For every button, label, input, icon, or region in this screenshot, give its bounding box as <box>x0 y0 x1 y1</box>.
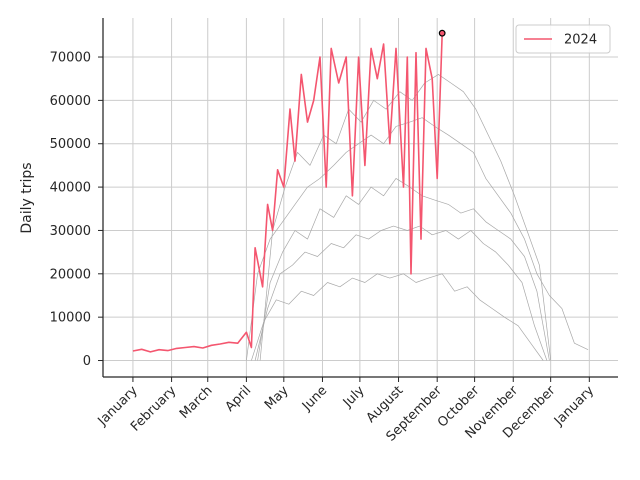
background-series-line <box>251 273 544 361</box>
y-tick-label: 60000 <box>50 94 91 109</box>
legend-label: 2024 <box>564 33 597 48</box>
grid-lines <box>103 18 618 377</box>
background-series-line <box>246 117 589 361</box>
series-line-2024 <box>132 33 443 353</box>
y-tick-label: 50000 <box>50 137 91 152</box>
background-series-line <box>254 225 548 361</box>
y-tick-label: 70000 <box>50 51 91 66</box>
y-tick-label: 10000 <box>50 311 91 326</box>
y-axis-title: Daily trips <box>19 162 35 233</box>
y-tick-label: 30000 <box>50 224 91 239</box>
y-axis-ticks: 0 10000 20000 30000 40000 50000 60000 70000 <box>50 51 103 369</box>
legend: 2024 <box>515 24 611 54</box>
highlight-series-group <box>132 29 446 353</box>
legend-frame <box>515 24 611 54</box>
y-tick-label: 40000 <box>50 181 91 196</box>
y-tick-label: 0 <box>83 354 91 369</box>
last-point-marker <box>438 29 446 37</box>
y-tick-label: 20000 <box>50 267 91 282</box>
